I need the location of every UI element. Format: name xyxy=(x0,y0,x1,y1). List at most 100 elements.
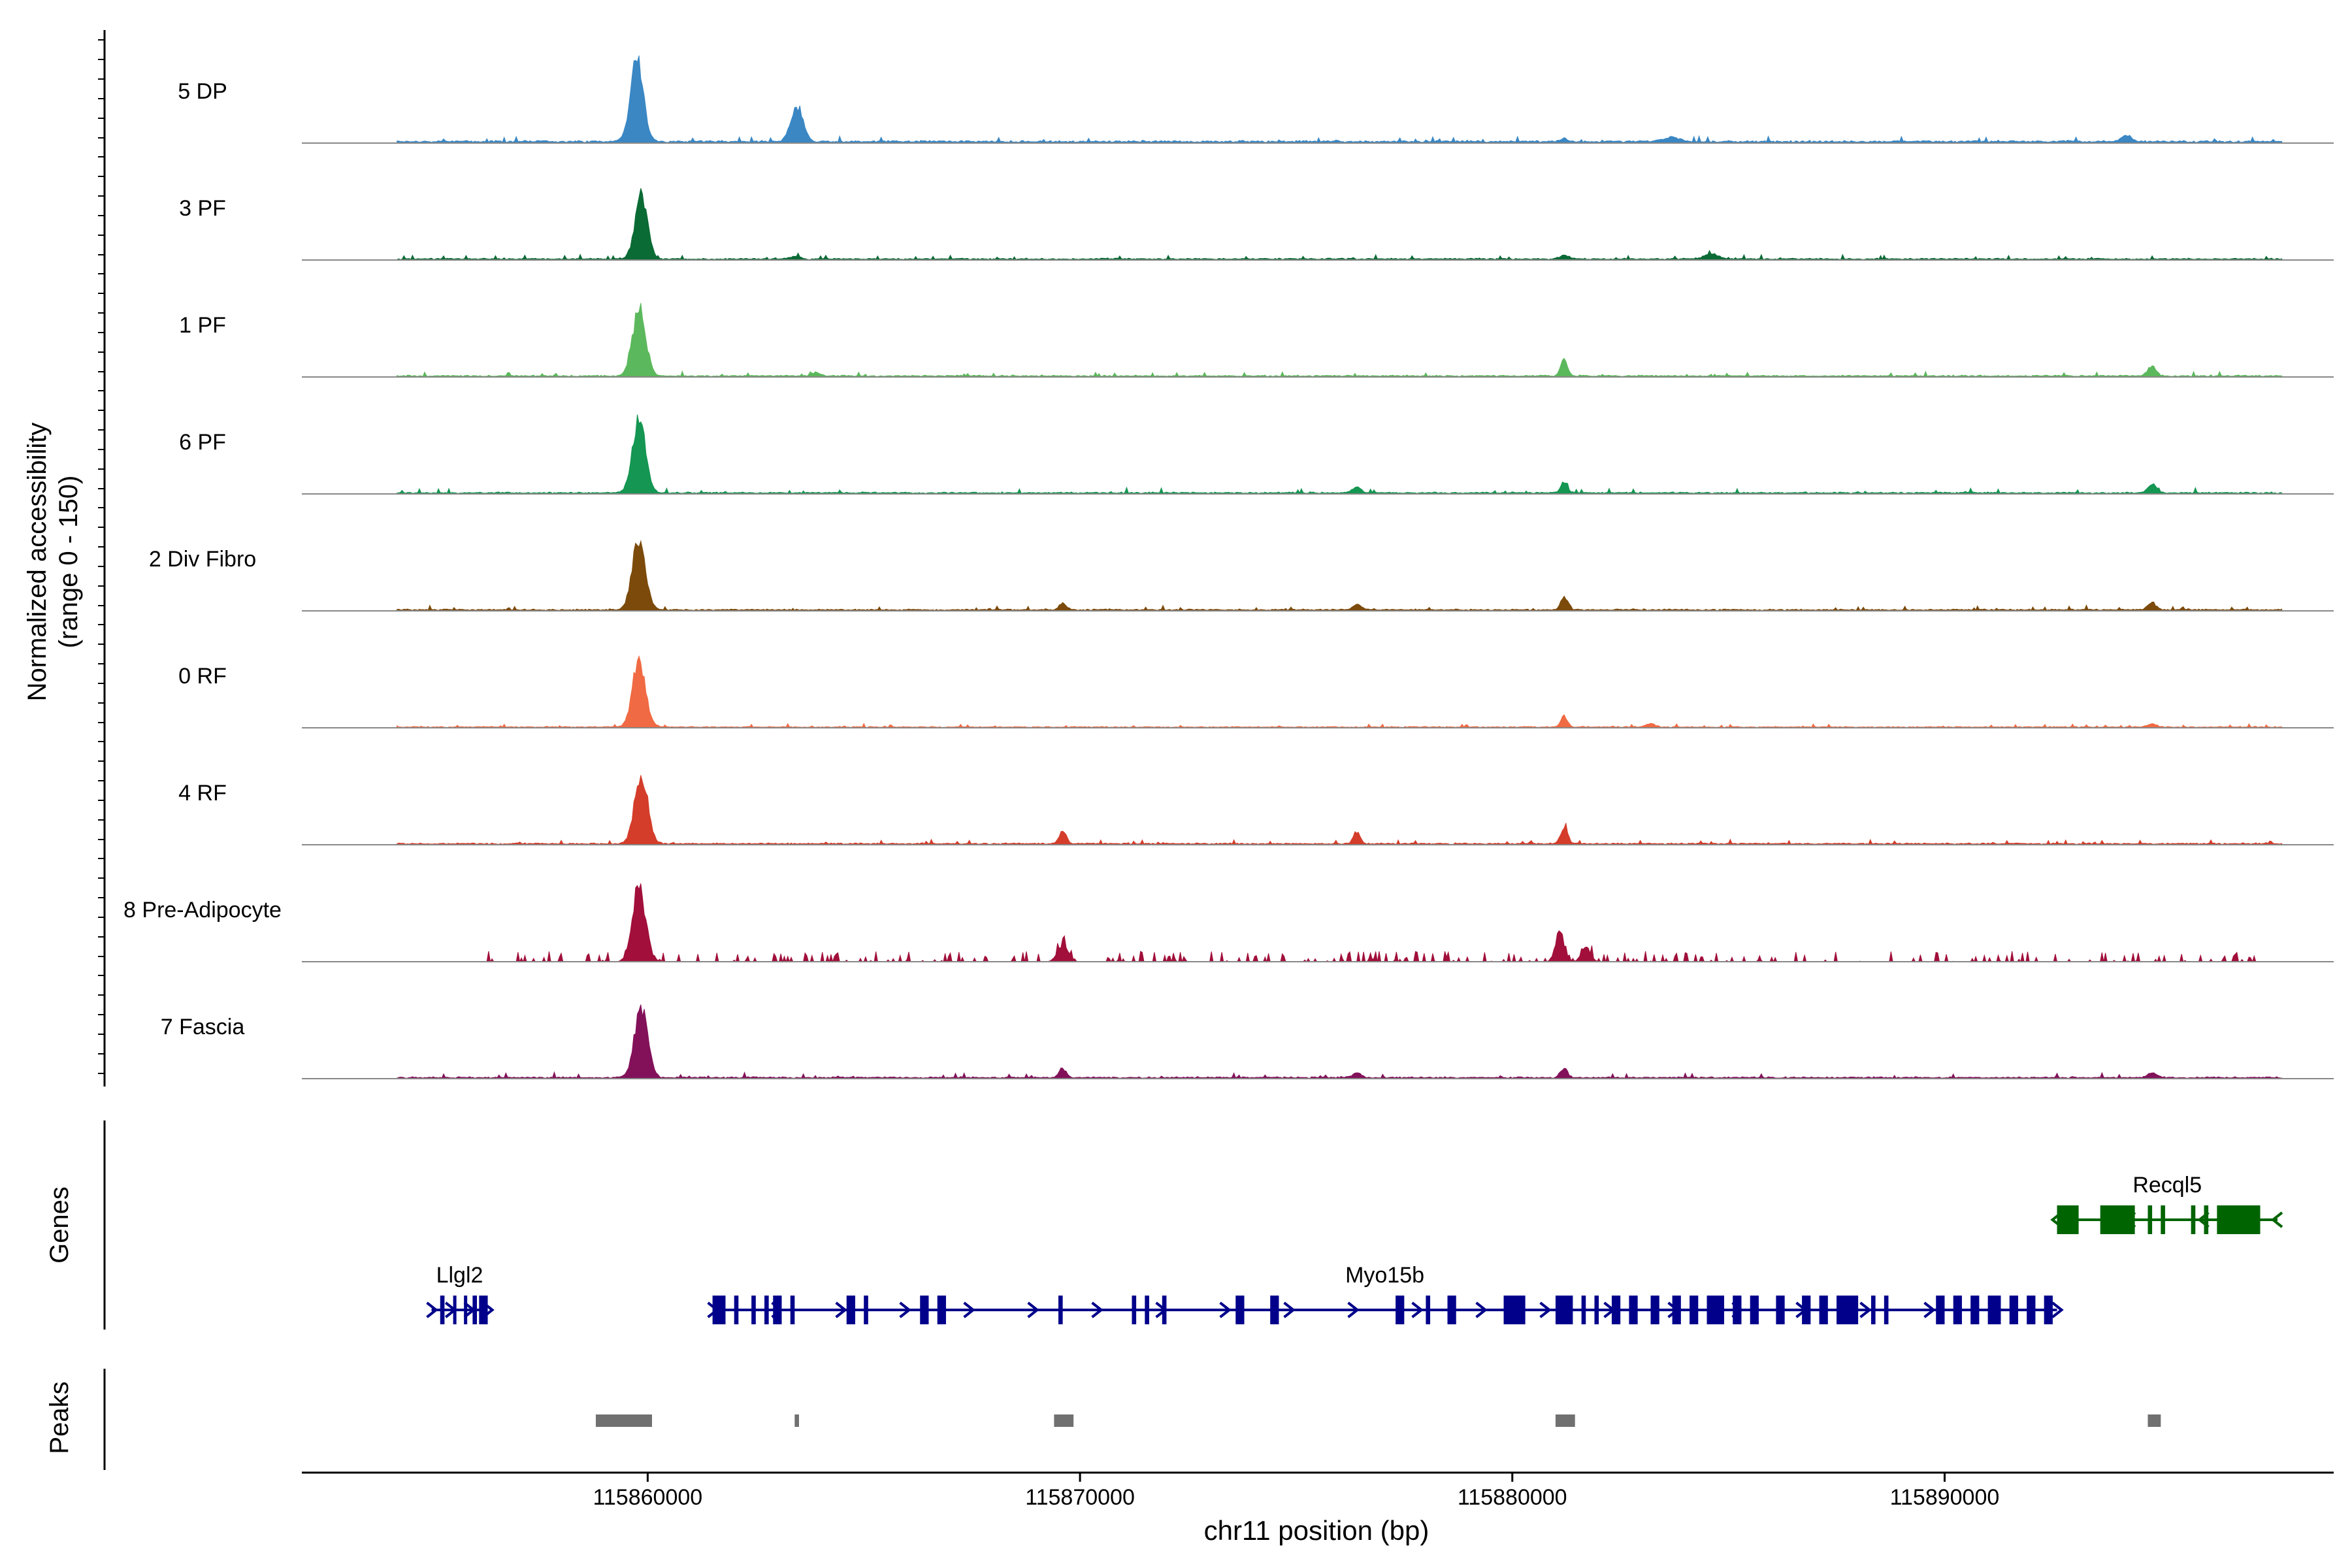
gene-exon xyxy=(1672,1296,1681,1324)
track-label: 4 RF xyxy=(178,781,227,806)
gene-exon xyxy=(1235,1296,1245,1324)
gene-exon xyxy=(1594,1296,1599,1324)
gene-exon xyxy=(1970,1296,1980,1324)
coverage-track: 2 Div Fibro xyxy=(149,540,2334,612)
strand-arrow xyxy=(963,1301,975,1318)
gene-exon xyxy=(1503,1296,1526,1324)
strand-arrow xyxy=(1475,1301,1488,1318)
gene-exon xyxy=(1837,1296,1859,1324)
gene-exon xyxy=(2217,1205,2261,1234)
strand-arrow xyxy=(835,1301,847,1318)
gene-exon xyxy=(764,1296,769,1324)
track-label: 5 DP xyxy=(178,79,227,104)
peak-region xyxy=(2148,1414,2161,1427)
peak-region xyxy=(1555,1414,1575,1427)
genes-panel-label: Genes xyxy=(45,1186,74,1264)
track-label: 2 Div Fibro xyxy=(149,547,256,572)
strand-arrow xyxy=(1859,1301,1872,1318)
gene-exon xyxy=(1132,1296,1137,1324)
coverage-track: 1 PF xyxy=(179,302,2334,378)
track-label: 6 PF xyxy=(179,430,226,455)
gene-exon xyxy=(472,1296,477,1324)
coverage-area xyxy=(483,883,2274,963)
gene-exon xyxy=(2191,1205,2196,1234)
track-label: 1 PF xyxy=(179,313,226,338)
gene-exon xyxy=(2044,1296,2053,1324)
coverage-tracks: 5 DP 3 PF 1 PF 6 PF 2 Div Fibro 0 RF 4 RF 8 Pre… xyxy=(123,55,2334,1079)
gene-exon xyxy=(1162,1296,1167,1324)
peak-region xyxy=(794,1414,799,1427)
gene-exon xyxy=(773,1296,782,1324)
gene-exon xyxy=(453,1296,457,1324)
gene-exon xyxy=(1733,1296,1742,1324)
gene-exon xyxy=(479,1296,488,1324)
strand-arrow xyxy=(426,1301,438,1318)
coverage-track: 6 PF xyxy=(179,414,2334,495)
strand-arrow xyxy=(2270,1211,2283,1228)
gene-exon xyxy=(2148,1205,2153,1234)
gene-exon xyxy=(920,1296,929,1324)
coverage-track: 5 DP xyxy=(178,55,2334,144)
gene-exon xyxy=(2204,1205,2209,1234)
x-tick-label: 115880000 xyxy=(1458,1485,1567,1510)
gene-exon xyxy=(1987,1296,2001,1324)
track-label: 0 RF xyxy=(178,664,227,689)
gene-exon xyxy=(1750,1296,1759,1324)
gene-exon xyxy=(1936,1296,1945,1324)
coverage-area xyxy=(397,655,2283,728)
peak-region xyxy=(1054,1414,1074,1427)
gene-exon xyxy=(1870,1296,1876,1324)
strand-arrow xyxy=(1027,1301,1039,1318)
coverage-track: 8 Pre-Adipocyte xyxy=(123,883,2334,963)
coverage-area xyxy=(397,55,2283,144)
gene-exon xyxy=(864,1296,868,1324)
gene-exon xyxy=(1396,1296,1405,1324)
strand-arrow xyxy=(1539,1301,1552,1318)
gene-exon xyxy=(937,1296,946,1324)
track-label: 3 PF xyxy=(179,196,226,221)
gene-name: Myo15b xyxy=(1345,1263,1424,1288)
x-tick-label: 115870000 xyxy=(1025,1485,1135,1510)
gene-exon xyxy=(1629,1296,1638,1324)
strand-arrow xyxy=(1347,1301,1360,1318)
coverage-area xyxy=(397,775,2283,845)
gene-exon xyxy=(1707,1296,1724,1324)
gene-exon xyxy=(1447,1296,1456,1324)
gene-model: Llgl2 xyxy=(426,1263,495,1324)
x-axis-label: chr11 position (bp) xyxy=(1204,1515,1429,1546)
gene-model: Recql5 xyxy=(2050,1173,2283,1234)
coverage-area xyxy=(397,188,2283,261)
gene-exon xyxy=(1426,1296,1431,1324)
gene-exon xyxy=(1650,1296,1659,1324)
gene-exon xyxy=(1581,1296,1586,1324)
gene-exon xyxy=(1145,1296,1149,1324)
strand-arrow xyxy=(1923,1301,1936,1318)
peak-region xyxy=(595,1414,652,1427)
gene-exon xyxy=(1953,1296,1962,1324)
gene-exon xyxy=(1270,1296,1279,1324)
coverage-track: 0 RF xyxy=(178,655,2334,728)
track-label: 8 Pre-Adipocyte xyxy=(123,898,282,923)
gene-exon xyxy=(1690,1296,1699,1324)
peaks-panel xyxy=(595,1414,2161,1427)
gene-exon xyxy=(712,1296,726,1324)
coverage-track: 7 Fascia xyxy=(161,1004,2334,1079)
gene-exon xyxy=(1819,1296,1828,1324)
coverage-area xyxy=(397,302,2283,378)
strand-arrow xyxy=(1219,1301,1232,1318)
gene-exon xyxy=(734,1296,739,1324)
strand-arrow xyxy=(1411,1301,1424,1318)
gene-exon xyxy=(2027,1296,2036,1324)
y-axis-label: Normalized accessibility xyxy=(23,423,52,702)
strand-arrow xyxy=(2051,1301,2064,1318)
gene-exon xyxy=(2161,1205,2165,1234)
strand-arrow xyxy=(1091,1301,1103,1318)
gene-exon xyxy=(790,1296,795,1324)
gene-exon xyxy=(2057,1205,2079,1234)
gene-exon xyxy=(464,1296,468,1324)
gene-exon xyxy=(1555,1296,1573,1324)
gene-name: Llgl2 xyxy=(436,1263,483,1288)
coverage-area xyxy=(397,414,2283,495)
gene-exon xyxy=(846,1296,855,1324)
coverage-track: 4 RF xyxy=(178,775,2334,845)
